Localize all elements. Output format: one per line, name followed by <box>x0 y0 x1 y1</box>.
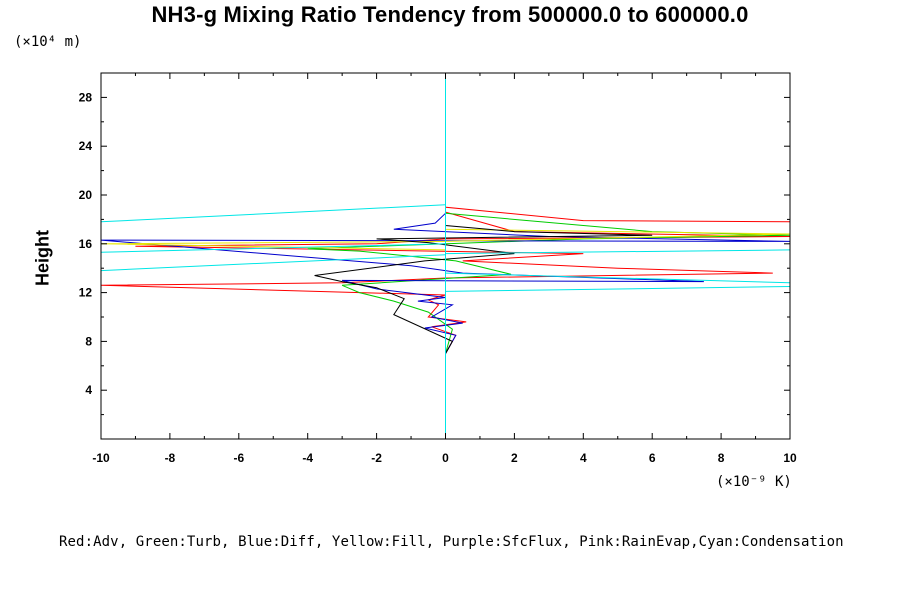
x-tick-label: 8 <box>718 451 725 465</box>
x-tick-label: 4 <box>580 451 587 465</box>
series-line-6 <box>100 204 446 223</box>
series-line-4 <box>314 210 653 439</box>
x-tick-label: 6 <box>649 451 656 465</box>
y-tick-label: 28 <box>79 90 93 104</box>
x-tick-label: -6 <box>233 451 244 465</box>
y-tick-label: 24 <box>79 139 93 153</box>
series-line-11 <box>445 272 791 284</box>
x-tick-label: 2 <box>511 451 518 465</box>
x-tick-label: 10 <box>783 451 797 465</box>
series-line-10 <box>445 249 791 255</box>
series-line-7 <box>100 243 446 253</box>
x-tick-label: -4 <box>302 451 313 465</box>
y-tick-label: 8 <box>85 334 92 348</box>
series-line-9 <box>445 286 791 292</box>
chart-title: NH3-g Mixing Ratio Tendency from 500000.… <box>151 2 749 27</box>
legend-text: Red:Adv, Green:Turb, Blue:Diff, Yellow:F… <box>59 534 844 550</box>
series-line-8 <box>100 254 446 272</box>
x-axis-unit: (×10⁻⁹ K) <box>716 474 792 490</box>
series-line-1 <box>307 212 791 439</box>
y-tick-label: 4 <box>85 383 92 397</box>
y-tick-label: 16 <box>79 237 93 251</box>
y-tick-label: 12 <box>79 286 93 300</box>
x-tick-label: -8 <box>165 451 176 465</box>
x-tick-label: 0 <box>442 451 449 465</box>
x-tick-label: -10 <box>92 451 110 465</box>
x-tick-label: -2 <box>371 451 382 465</box>
y-tick-label: 20 <box>79 188 93 202</box>
y-axis-unit: (×10⁴ m) <box>14 34 82 50</box>
